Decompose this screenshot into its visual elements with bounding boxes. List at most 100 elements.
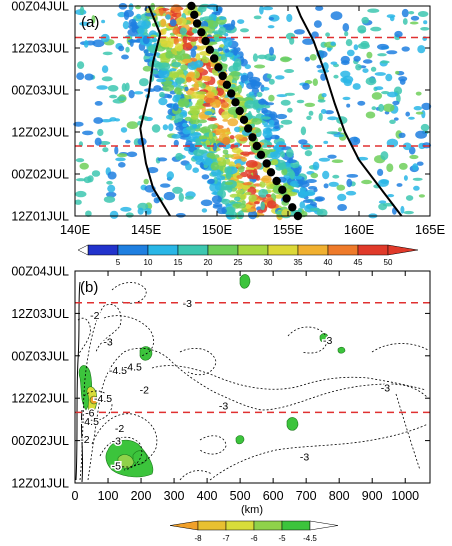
precip-cell <box>223 38 233 47</box>
precip-cell <box>337 193 347 201</box>
precip-cell <box>235 163 242 168</box>
x-tick-label: 145E <box>131 222 162 237</box>
y-tick-label: 00Z04JUL <box>11 0 69 14</box>
precip-cell <box>309 201 317 207</box>
precip-cell <box>271 159 279 166</box>
precip-cell <box>101 19 106 24</box>
precip-cell <box>389 119 396 125</box>
precip-cell <box>189 107 200 115</box>
precip-cell <box>396 183 403 187</box>
boundary-line <box>295 5 403 217</box>
precip-cell <box>126 151 138 158</box>
precip-cell <box>185 31 194 36</box>
colorbar-tick-label: -6 <box>250 534 258 543</box>
precip-cell <box>389 15 395 22</box>
panel-b-shaded-regions <box>78 274 346 478</box>
track-dot <box>222 80 232 90</box>
colorbar-tick-label: -8 <box>194 534 202 543</box>
contour-label: -3 <box>219 400 228 412</box>
precip-cell <box>163 191 176 201</box>
precip-cell <box>106 191 117 198</box>
precip-cell <box>365 77 377 86</box>
precip-cell <box>299 201 306 209</box>
precip-cell <box>192 167 199 173</box>
precip-cell <box>118 162 126 168</box>
panel-b: -3-3-3-3-3-3-3-2-2-2-2-4.5-4.5-4.5-4.5-5… <box>11 265 431 543</box>
precip-cell <box>261 86 270 91</box>
precip-cell <box>374 86 384 91</box>
precip-cell <box>234 58 242 68</box>
panel-a-label: (a) <box>81 14 99 31</box>
precip-cell <box>109 210 119 219</box>
precip-cell <box>174 77 185 84</box>
precip-cell <box>123 9 134 18</box>
precip-cell <box>246 208 256 213</box>
precip-cell <box>281 209 291 218</box>
x-tick-label: 165E <box>415 222 446 237</box>
precip-cell <box>258 188 269 198</box>
contour-label: -4.5 <box>109 365 127 377</box>
track-dot <box>205 45 215 54</box>
contour-label: -4.5 <box>94 393 112 405</box>
precip-cell <box>322 170 330 180</box>
precip-cell <box>117 96 126 101</box>
track-dot <box>288 203 297 212</box>
y-tick-label: 00Z03JUL <box>11 84 69 98</box>
precip-cell <box>92 39 105 48</box>
shade-region <box>89 395 99 405</box>
precip-cell <box>150 2 156 11</box>
precip-cell <box>220 186 232 191</box>
panel-b-contours <box>75 281 429 483</box>
precip-cell <box>386 163 394 172</box>
precip-cell <box>370 26 382 32</box>
contour-line <box>287 326 328 354</box>
panel-a-precip-field <box>73 2 432 221</box>
precip-cell <box>235 189 244 195</box>
precip-cell <box>318 157 331 162</box>
x-tick-label: 160E <box>344 222 375 237</box>
precip-cell <box>128 19 137 27</box>
precip-cell <box>251 118 262 125</box>
precip-cell <box>75 158 85 163</box>
precip-cell <box>378 200 387 204</box>
precip-cell <box>107 184 116 193</box>
colorbar-tick-label: 20 <box>204 258 213 267</box>
precip-cell <box>166 171 174 180</box>
precip-cell <box>280 119 293 125</box>
precip-cell <box>125 212 134 218</box>
precip-cell <box>245 160 258 168</box>
colorbar-tick-label: 40 <box>324 258 333 267</box>
precip-cell <box>228 161 235 168</box>
colorbar-swatch <box>297 244 329 256</box>
precip-cell <box>377 43 389 50</box>
precip-cell <box>174 43 184 52</box>
precip-cell <box>190 49 197 58</box>
precip-cell <box>284 69 295 73</box>
precip-cell <box>234 126 241 133</box>
contour-label: -2 <box>90 310 99 322</box>
precip-cell <box>184 116 193 122</box>
contour-label: -3 <box>112 436 121 448</box>
precip-cell <box>325 32 330 37</box>
track-dot <box>210 54 219 63</box>
panel-b-frame <box>74 270 431 484</box>
precip-cell <box>328 181 339 187</box>
precip-cell <box>157 157 168 162</box>
precip-cell <box>120 206 132 212</box>
precip-cell <box>413 185 420 191</box>
precip-cell <box>205 139 210 147</box>
precip-cell <box>415 130 427 139</box>
precip-cell <box>240 194 246 201</box>
precip-cell <box>179 27 187 36</box>
contour-label: -6 <box>85 407 94 419</box>
precip-cell <box>324 110 334 115</box>
panel-a-boundary-lines <box>139 5 403 217</box>
precip-cell <box>178 192 184 202</box>
precip-cell <box>73 121 84 127</box>
precip-cell <box>378 203 387 211</box>
precip-cell <box>240 151 252 156</box>
precip-cell <box>333 134 345 138</box>
precip-cell <box>248 91 255 96</box>
precip-cell <box>417 11 429 17</box>
precip-cell <box>237 19 245 24</box>
